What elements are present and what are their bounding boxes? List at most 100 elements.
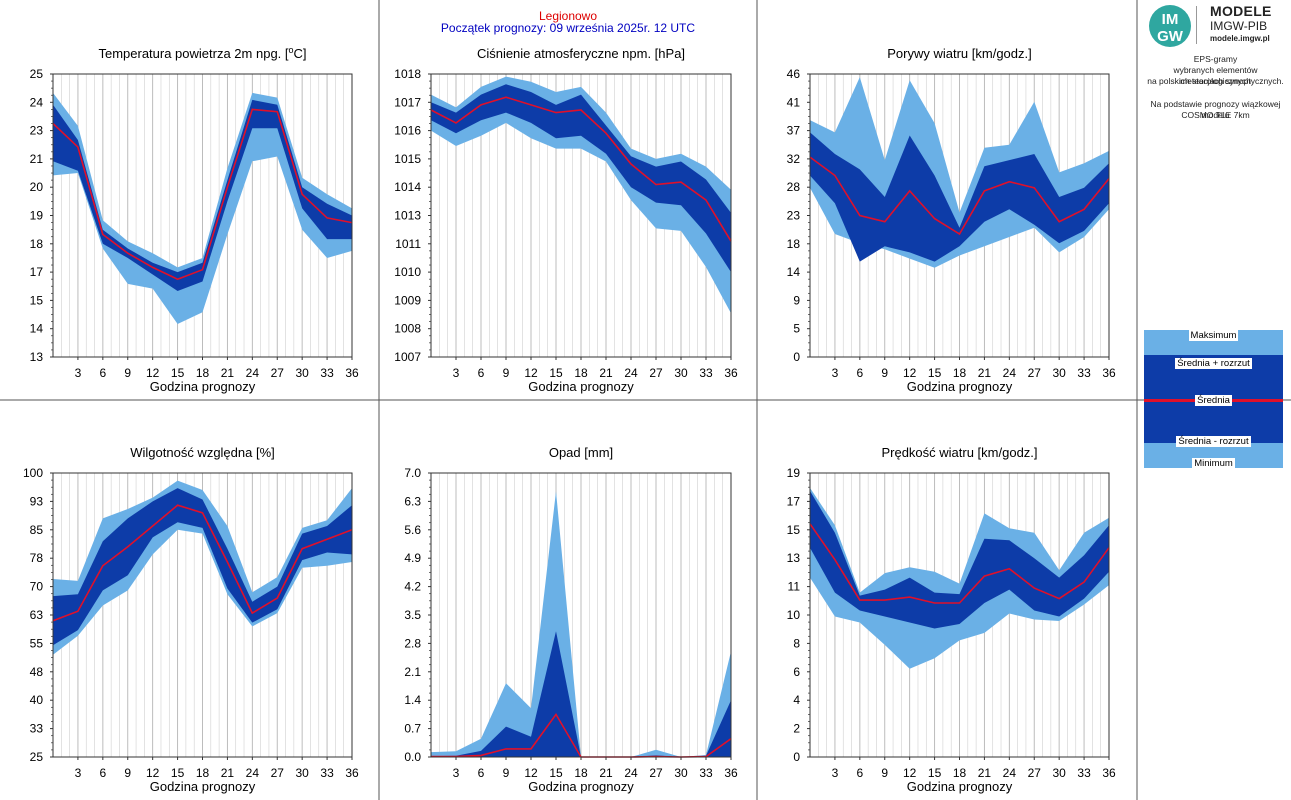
y-tick-label: 4.9 — [404, 551, 421, 565]
y-tick-label: 6 — [793, 665, 800, 679]
y-tick-label: 63 — [30, 608, 44, 622]
y-tick-label: 18 — [30, 237, 44, 251]
x-tick-label: 6 — [856, 766, 863, 780]
y-tick-label: 1017 — [394, 95, 421, 109]
x-tick-label: 36 — [345, 766, 359, 780]
forecast-start: Początek prognozy: 09 września 2025r. 12… — [440, 21, 696, 35]
x-tick-label: 30 — [674, 766, 688, 780]
x-tick-label: 3 — [75, 766, 82, 780]
brand-subtitle: IMGW-PIB — [1210, 19, 1268, 33]
x-tick-label: 9 — [124, 766, 131, 780]
mean-line — [809, 523, 1110, 604]
x-tick-label: 3 — [453, 366, 460, 380]
y-tick-label: 23 — [787, 209, 801, 223]
chart-title: Ciśnienie atmosferyczne npm. [hPa] — [477, 46, 685, 61]
x-tick-label: 24 — [246, 366, 260, 380]
min-max-band — [810, 487, 1109, 669]
y-tick-label: 13 — [787, 551, 801, 565]
x-tick-label: 18 — [953, 766, 967, 780]
x-tick-label: 36 — [345, 366, 359, 380]
x-tick-label: 18 — [574, 366, 588, 380]
y-tick-label: 1015 — [394, 152, 421, 166]
x-tick-label: 33 — [320, 766, 334, 780]
y-tick-label: 4 — [793, 693, 800, 707]
y-tick-label: 14 — [787, 265, 801, 279]
x-tick-label: 3 — [832, 766, 839, 780]
spread-band — [810, 132, 1109, 262]
y-tick-label: 1010 — [394, 265, 421, 279]
x-tick-label: 6 — [478, 366, 485, 380]
mean-line — [52, 504, 353, 622]
x-tick-label: 12 — [146, 766, 160, 780]
x-axis-label: Godzina prognozy — [907, 379, 1013, 394]
y-tick-label: 5 — [793, 322, 800, 336]
x-tick-label: 15 — [928, 366, 942, 380]
y-tick-label: 0 — [793, 350, 800, 364]
y-tick-label: 9 — [793, 293, 800, 307]
y-tick-label: 15 — [30, 293, 44, 307]
x-tick-label: 9 — [124, 366, 131, 380]
x-tick-label: 21 — [599, 366, 613, 380]
x-tick-label: 9 — [503, 766, 510, 780]
x-tick-label: 12 — [524, 366, 538, 380]
x-tick-label: 12 — [524, 766, 538, 780]
x-tick-label: 3 — [75, 366, 82, 380]
y-tick-label: 1011 — [395, 237, 421, 251]
y-tick-label: 1.4 — [404, 693, 421, 707]
min-max-band — [431, 491, 731, 757]
x-tick-label: 30 — [295, 366, 309, 380]
y-tick-label: 8 — [793, 636, 800, 650]
y-tick-label: 20 — [30, 180, 44, 194]
legend-max-label: Maksimum — [1188, 330, 1239, 341]
y-tick-label: 23 — [30, 124, 44, 138]
y-tick-label: 32 — [787, 152, 801, 166]
mean-line — [52, 108, 353, 281]
brand-divider — [1196, 6, 1197, 44]
y-tick-label: 1008 — [394, 322, 421, 336]
spread-band — [53, 488, 352, 646]
legend-mean-label: Średnia — [1195, 395, 1232, 406]
description-2: wybranych elementów meteorologicznych — [1173, 65, 1258, 86]
y-tick-label: 19 — [30, 209, 44, 223]
y-tick-label: 48 — [30, 665, 44, 679]
y-tick-label: 3.5 — [404, 608, 421, 622]
y-tick-label: 2 — [793, 722, 800, 736]
x-tick-label: 33 — [699, 366, 713, 380]
spread-band — [431, 84, 731, 273]
x-tick-label: 18 — [953, 366, 967, 380]
x-axis-label: Godzina prognozy — [150, 779, 256, 794]
x-tick-label: 6 — [99, 766, 106, 780]
x-tick-label: 21 — [978, 766, 992, 780]
y-tick-label: 46 — [787, 67, 801, 81]
brand-url: modele.imgw.pl — [1210, 34, 1270, 43]
x-tick-label: 24 — [1003, 366, 1017, 380]
x-tick-label: 15 — [171, 766, 185, 780]
y-tick-label: 85 — [30, 523, 44, 537]
chart-title: Porywy wiatru [km/godz.] — [887, 46, 1032, 61]
x-tick-label: 33 — [1077, 366, 1091, 380]
mean-line — [430, 96, 732, 242]
x-tick-label: 6 — [856, 366, 863, 380]
y-tick-label: 28 — [787, 180, 801, 194]
x-tick-label: 27 — [1028, 766, 1042, 780]
x-tick-label: 3 — [832, 366, 839, 380]
x-tick-label: 24 — [1003, 766, 1017, 780]
x-tick-label: 27 — [271, 366, 285, 380]
spread-band — [810, 490, 1109, 629]
x-tick-label: 36 — [1102, 766, 1116, 780]
chart-2: 1007 1008 1009 1010 1011 1013 1014 1015 1016 1017… — [394, 46, 738, 394]
y-tick-label: 55 — [30, 636, 44, 650]
y-tick-label: 70 — [30, 580, 44, 594]
y-tick-label: 24 — [30, 95, 44, 109]
min-max-band — [53, 92, 352, 325]
y-tick-label: 6.3 — [404, 494, 421, 508]
x-tick-label: 18 — [196, 366, 210, 380]
chart-title: Wilgotność względna [%] — [130, 445, 275, 460]
x-tick-label: 6 — [99, 366, 106, 380]
x-tick-label: 9 — [881, 766, 888, 780]
x-axis-label: Godzina prognozy — [907, 779, 1013, 794]
brand-text: MODELE IMGW-PIB modele.imgw.pl — [1210, 4, 1290, 45]
y-tick-label: 13 — [30, 350, 44, 364]
y-tick-label: 100 — [23, 466, 43, 480]
